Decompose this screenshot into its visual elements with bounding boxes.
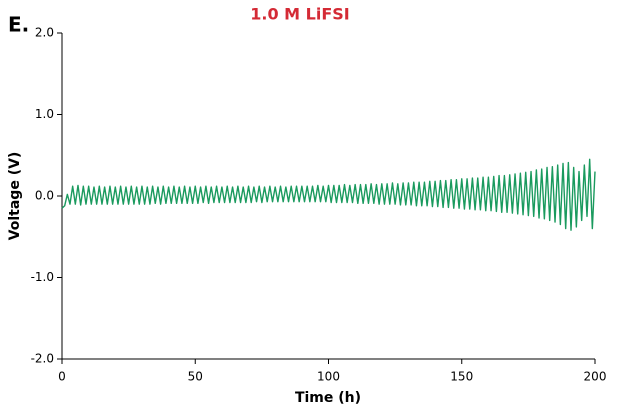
chart-title: 1.0 M LiFSI bbox=[250, 5, 350, 24]
y-tick-label: 2.0 bbox=[35, 26, 54, 40]
data-line bbox=[61, 158, 596, 231]
y-tick-label: -1.0 bbox=[31, 270, 54, 284]
x-axis-label: Time (h) bbox=[295, 390, 361, 406]
x-tick-label: 0 bbox=[58, 370, 66, 384]
y-tick-label: 0.0 bbox=[35, 189, 54, 203]
y-tick-label: -2.0 bbox=[31, 352, 54, 366]
x-tick-label: 100 bbox=[317, 370, 340, 384]
y-tick-label: 1.0 bbox=[35, 107, 54, 121]
panel-label: E. bbox=[8, 13, 29, 37]
x-tick-label: 150 bbox=[450, 370, 473, 384]
x-tick-label: 50 bbox=[188, 370, 203, 384]
y-axis-label: Voltage (V) bbox=[7, 152, 23, 241]
x-tick-label: 200 bbox=[584, 370, 607, 384]
